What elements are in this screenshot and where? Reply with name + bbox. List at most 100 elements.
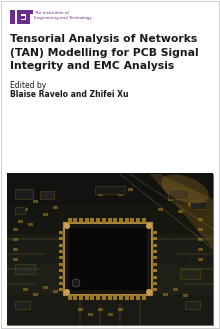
Bar bbox=[188, 203, 193, 206]
Bar bbox=[136, 218, 139, 223]
Bar bbox=[152, 256, 157, 259]
Bar bbox=[190, 201, 206, 209]
Ellipse shape bbox=[161, 174, 209, 204]
Polygon shape bbox=[62, 221, 154, 297]
Circle shape bbox=[72, 279, 80, 287]
Bar bbox=[28, 222, 33, 225]
Circle shape bbox=[146, 223, 152, 229]
Bar bbox=[90, 295, 94, 300]
Bar bbox=[173, 288, 178, 291]
Bar bbox=[163, 292, 168, 295]
Bar bbox=[119, 218, 123, 223]
Bar bbox=[98, 192, 103, 195]
Bar bbox=[59, 288, 64, 291]
Bar bbox=[7, 264, 213, 295]
Bar bbox=[17, 10, 21, 24]
Bar bbox=[59, 243, 64, 247]
Bar bbox=[102, 218, 106, 223]
Bar bbox=[43, 286, 48, 289]
Bar bbox=[152, 249, 157, 253]
Bar bbox=[198, 227, 203, 231]
Bar bbox=[152, 288, 157, 291]
Bar bbox=[26, 10, 30, 24]
Bar bbox=[10, 10, 15, 24]
Bar bbox=[7, 233, 213, 265]
Bar bbox=[13, 247, 18, 250]
Bar bbox=[23, 208, 28, 211]
Bar bbox=[15, 207, 25, 214]
Bar bbox=[108, 218, 112, 223]
Bar bbox=[108, 313, 113, 316]
Text: Tensorial Analysis of Networks: Tensorial Analysis of Networks bbox=[10, 34, 197, 44]
Bar bbox=[23, 10, 33, 14]
Bar bbox=[59, 237, 64, 240]
Bar bbox=[118, 192, 123, 195]
Circle shape bbox=[64, 289, 70, 295]
Bar bbox=[108, 295, 112, 300]
Text: Blaise Ravelo and Zhifei Xu: Blaise Ravelo and Zhifei Xu bbox=[10, 90, 128, 99]
Bar bbox=[59, 231, 64, 234]
Bar bbox=[53, 206, 58, 209]
Bar bbox=[152, 231, 157, 234]
Bar bbox=[119, 295, 123, 300]
Bar bbox=[13, 227, 18, 231]
Bar bbox=[102, 295, 106, 300]
Circle shape bbox=[64, 223, 70, 229]
Bar bbox=[21, 16, 25, 19]
Bar bbox=[59, 256, 64, 259]
Text: Edited by: Edited by bbox=[10, 81, 46, 90]
Bar bbox=[85, 218, 88, 223]
Bar bbox=[59, 282, 64, 285]
Bar bbox=[183, 293, 188, 296]
Bar bbox=[198, 217, 203, 220]
Bar bbox=[7, 203, 213, 234]
Bar bbox=[7, 174, 213, 325]
Bar bbox=[7, 294, 213, 325]
Bar bbox=[64, 223, 152, 295]
Bar bbox=[136, 295, 139, 300]
Bar bbox=[113, 295, 117, 300]
Bar bbox=[118, 308, 123, 311]
Bar bbox=[79, 295, 82, 300]
Bar bbox=[13, 258, 18, 261]
Polygon shape bbox=[150, 174, 213, 249]
Bar bbox=[85, 295, 88, 300]
Bar bbox=[15, 301, 30, 309]
Bar bbox=[59, 275, 64, 279]
Bar bbox=[198, 238, 203, 240]
Bar bbox=[152, 243, 157, 247]
Bar bbox=[142, 295, 145, 300]
Bar bbox=[73, 218, 77, 223]
Bar bbox=[152, 237, 157, 240]
Bar bbox=[23, 288, 28, 291]
Bar bbox=[198, 258, 203, 261]
Bar bbox=[21, 20, 26, 24]
Bar bbox=[98, 308, 103, 311]
Bar bbox=[53, 290, 58, 292]
Bar bbox=[185, 301, 200, 309]
Bar bbox=[125, 218, 128, 223]
Text: (TAN) Modelling for PCB Signal: (TAN) Modelling for PCB Signal bbox=[10, 47, 199, 58]
Bar bbox=[152, 282, 157, 285]
Bar bbox=[168, 189, 188, 199]
Text: The Institution of: The Institution of bbox=[34, 11, 69, 14]
Bar bbox=[59, 249, 64, 253]
Bar bbox=[43, 213, 48, 215]
Bar bbox=[130, 218, 134, 223]
Bar bbox=[59, 263, 64, 266]
Bar bbox=[108, 188, 113, 190]
Bar bbox=[96, 218, 99, 223]
Bar bbox=[69, 228, 147, 290]
Bar bbox=[142, 218, 145, 223]
Bar bbox=[152, 263, 157, 266]
Bar bbox=[68, 218, 72, 223]
Bar bbox=[168, 197, 173, 200]
Bar bbox=[152, 268, 157, 272]
Bar bbox=[40, 191, 54, 199]
Bar bbox=[90, 218, 94, 223]
Bar bbox=[152, 275, 157, 279]
Bar bbox=[73, 295, 77, 300]
Bar bbox=[59, 268, 64, 272]
Bar bbox=[95, 186, 125, 194]
Text: Integrity and EMC Analysis: Integrity and EMC Analysis bbox=[10, 61, 174, 71]
